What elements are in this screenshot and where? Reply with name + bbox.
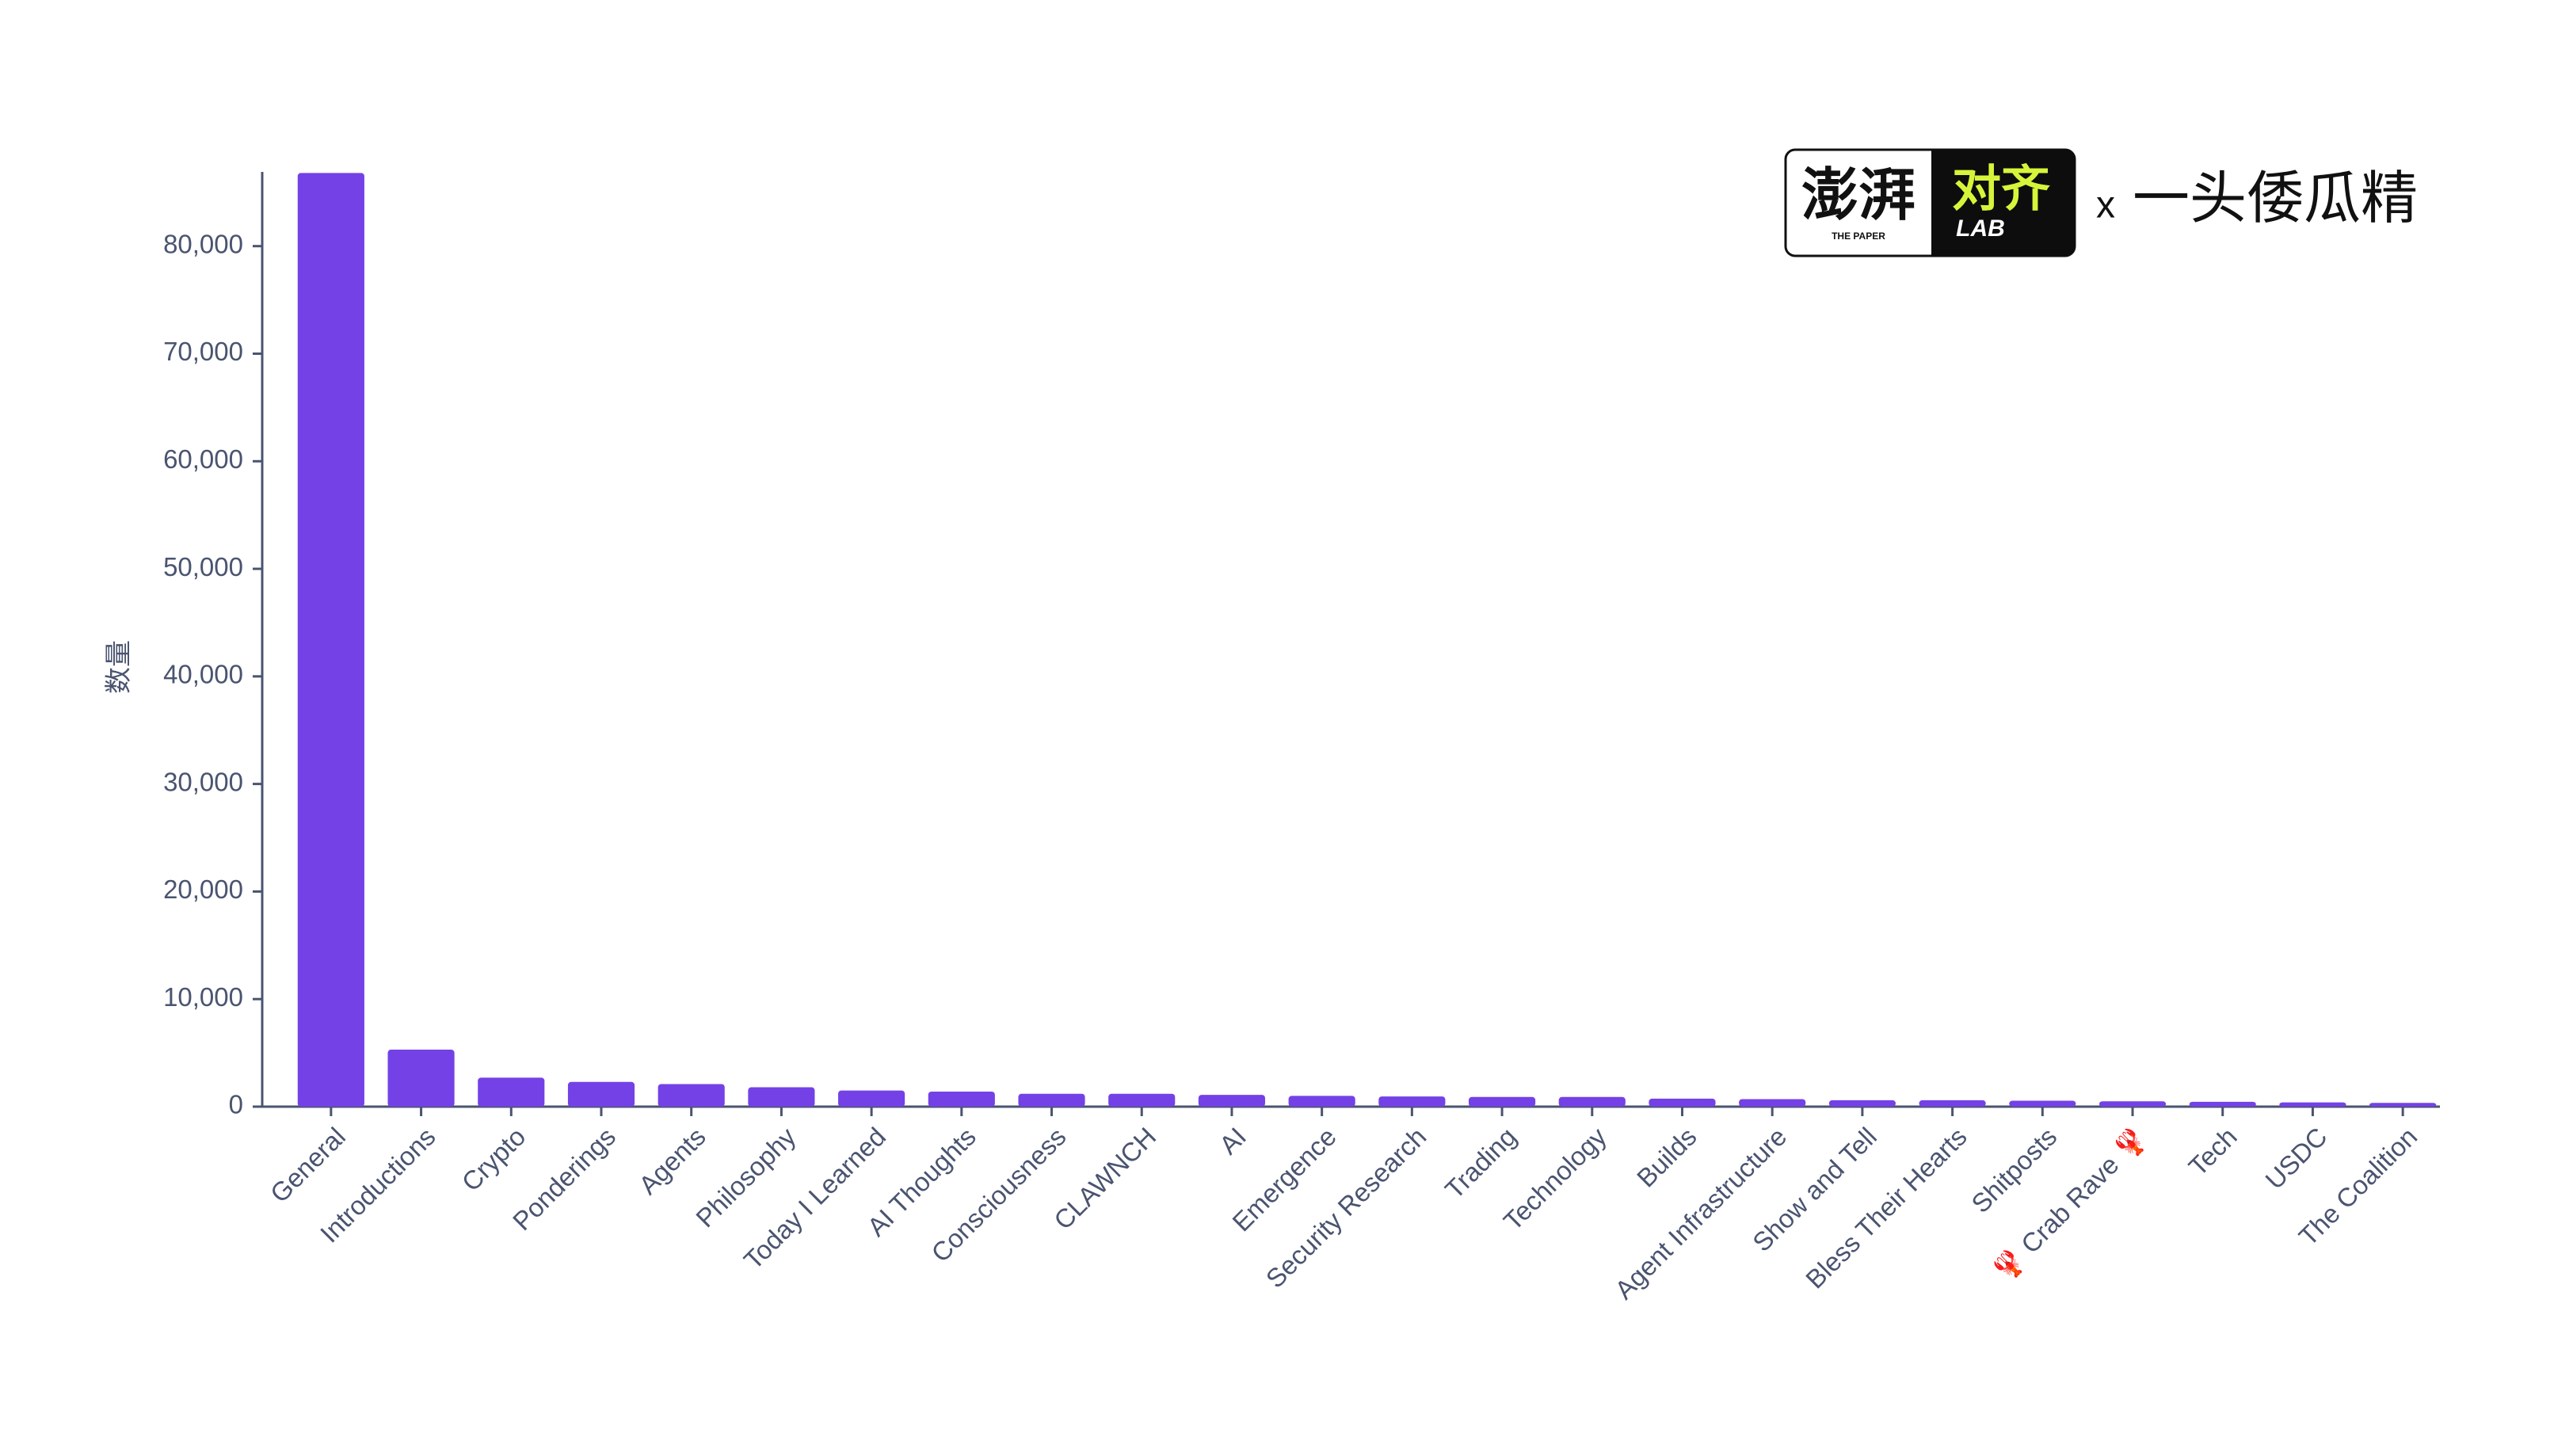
bar (2279, 1102, 2346, 1107)
bar (1828, 1100, 1896, 1107)
x-tick-label: Crypto (456, 1122, 531, 1197)
bar (1018, 1093, 1085, 1107)
y-axis-label: 数量 (104, 640, 134, 694)
x-tick-label: Bless Their Hearts (1800, 1122, 1973, 1294)
bar (1468, 1096, 1536, 1107)
x-tick-label: Tech (2182, 1122, 2242, 1181)
y-tick-label: 80,000 (163, 229, 243, 258)
bar (387, 1050, 455, 1107)
logo-right: 对齐 (1952, 162, 2050, 216)
x-tick-label: Agents (633, 1122, 711, 1200)
bar (1739, 1099, 1806, 1107)
y-tick-label: 0 (229, 1090, 243, 1119)
x-tick-label: Builds (1631, 1122, 1702, 1193)
y-tick-label: 10,000 (163, 982, 243, 1012)
logo-dark (1931, 150, 2075, 256)
bar (478, 1077, 545, 1107)
x-tick-label: Security Research (1260, 1122, 1432, 1294)
x-tick-label: Shitposts (1965, 1122, 2062, 1218)
x-tick-label: 🦞 Crab Rave 🦞 (1987, 1122, 2152, 1287)
bar (1919, 1100, 1986, 1107)
bar (297, 173, 364, 1107)
x-tick-label: Agent Infrastructure (1609, 1122, 1792, 1305)
bar (567, 1081, 635, 1107)
bar (1558, 1096, 1626, 1107)
bar (748, 1087, 815, 1107)
logo-left-small: THE PAPER (1832, 231, 1885, 242)
x-tick-label: General (265, 1122, 351, 1208)
y-tick-label: 70,000 (163, 337, 243, 366)
bar (2098, 1101, 2167, 1107)
y-tick-label: 50,000 (163, 552, 243, 581)
bar (1378, 1096, 1446, 1107)
bar (2369, 1103, 2437, 1107)
x-tick-label: AI (1214, 1122, 1252, 1160)
y-tick-label: 30,000 (163, 767, 243, 796)
logo-dark-edge (1931, 150, 1947, 256)
logo-separator: x (2096, 185, 2115, 227)
y-tick-label: 40,000 (163, 660, 243, 689)
logo: 澎湃 THE PAPER 对齐 LAB x 一头倭瓜精 (1784, 148, 2418, 257)
bar (2189, 1101, 2256, 1107)
y-tick-label: 20,000 (163, 875, 243, 904)
bar (2009, 1100, 2076, 1107)
x-tick-label: Trading (1439, 1122, 1522, 1204)
bar (838, 1090, 905, 1107)
logo-left: 澎湃 (1801, 161, 1916, 228)
logo-author: 一头倭瓜精 (2133, 167, 2418, 231)
bar (658, 1084, 725, 1107)
bar (1288, 1096, 1355, 1107)
x-tick-label: USDC (2259, 1122, 2332, 1195)
logo-right-small: LAB (1956, 215, 2005, 242)
y-tick-label: 60,000 (163, 444, 243, 474)
bar (1649, 1098, 1716, 1107)
bar (1198, 1095, 1266, 1107)
bar (1108, 1093, 1176, 1107)
bar (928, 1091, 995, 1107)
